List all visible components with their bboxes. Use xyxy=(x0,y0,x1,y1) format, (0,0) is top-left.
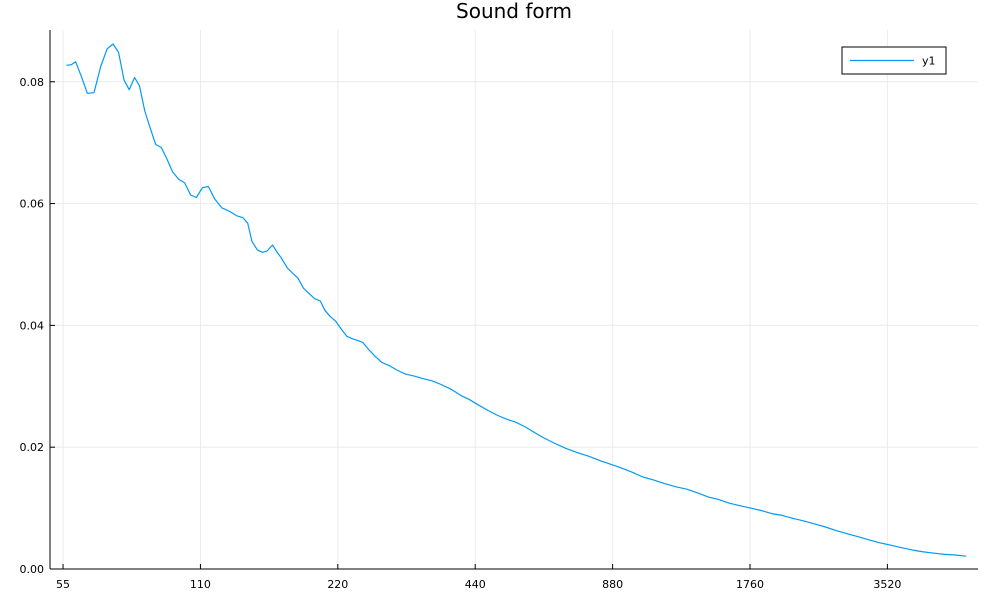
series-layer xyxy=(66,43,967,557)
x-tick-label: 3520 xyxy=(873,578,901,591)
legend: y1 xyxy=(841,46,947,75)
y-tick-label: 0.06 xyxy=(20,198,45,211)
x-tick-label: 110 xyxy=(190,578,211,591)
series-line-y1 xyxy=(66,43,967,557)
chart-title: Sound form xyxy=(456,0,572,23)
y-tick-label: 0.04 xyxy=(20,319,45,332)
y-tick-label: 0.08 xyxy=(20,76,45,89)
axis-ticks: 55 110 220 440 880 1760 3520 0.00 0.02 0.04 0.06 0.… xyxy=(20,76,902,591)
x-tick-label: 220 xyxy=(327,578,348,591)
axes xyxy=(49,30,978,570)
y-tick-label: 0.02 xyxy=(20,441,45,454)
x-tick-label: 440 xyxy=(465,578,486,591)
legend-label-y1: y1 xyxy=(922,55,936,68)
x-tick-label: 880 xyxy=(602,578,623,591)
x-tick-label: 1760 xyxy=(736,578,764,591)
y-tick-label: 0.00 xyxy=(20,563,45,576)
grid-lines xyxy=(50,30,978,570)
x-tick-label: 55 xyxy=(56,578,70,591)
